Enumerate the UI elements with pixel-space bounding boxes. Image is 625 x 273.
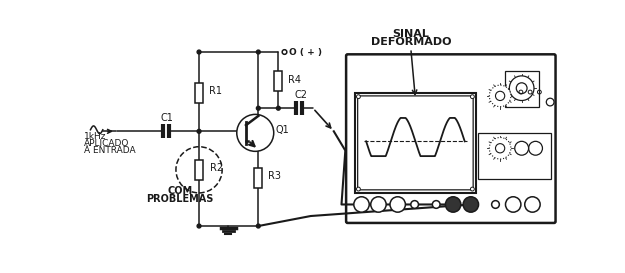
Text: R3: R3 [268,171,281,181]
FancyBboxPatch shape [357,96,473,190]
Text: R2: R2 [210,163,223,173]
Circle shape [432,201,440,208]
Circle shape [197,129,201,133]
Circle shape [471,187,474,191]
Circle shape [356,187,361,191]
Circle shape [390,197,406,212]
Circle shape [256,50,260,54]
Bar [354,93,476,193]
Text: COM: COM [168,186,192,197]
Text: SINAL: SINAL [392,29,429,39]
Bar [478,133,551,179]
Circle shape [506,197,521,212]
Text: 1kHz: 1kHz [84,132,106,141]
Circle shape [411,201,419,208]
Circle shape [463,197,479,212]
Circle shape [256,224,260,228]
Circle shape [471,95,474,99]
Circle shape [237,114,274,151]
Circle shape [256,106,260,110]
Bar [274,71,282,91]
Circle shape [282,50,287,54]
Text: C1: C1 [160,113,173,123]
Bar [505,71,539,107]
Circle shape [276,106,280,110]
Circle shape [197,224,201,228]
Bar [195,160,203,180]
Circle shape [516,83,527,94]
Circle shape [446,197,461,212]
Circle shape [354,197,369,212]
Text: APLICADO: APLICADO [84,139,129,148]
Circle shape [356,95,361,99]
Circle shape [371,197,386,212]
Circle shape [525,197,540,212]
Circle shape [197,50,201,54]
Circle shape [489,85,511,107]
Circle shape [489,138,511,159]
Text: C2: C2 [294,90,307,100]
Text: Q1: Q1 [275,125,289,135]
Text: À ENTRADA: À ENTRADA [84,146,135,155]
Circle shape [492,201,499,208]
Text: PROBLEMAS: PROBLEMAS [146,194,214,204]
Bar [254,168,262,188]
Text: DEFORMADO: DEFORMADO [371,37,451,48]
Circle shape [509,76,534,100]
Text: R4: R4 [288,75,301,85]
FancyBboxPatch shape [346,54,556,223]
Circle shape [496,144,505,153]
Text: R1: R1 [209,86,222,96]
Circle shape [496,91,505,100]
Text: O ( + ): O ( + ) [289,48,322,57]
Bar [195,83,203,103]
